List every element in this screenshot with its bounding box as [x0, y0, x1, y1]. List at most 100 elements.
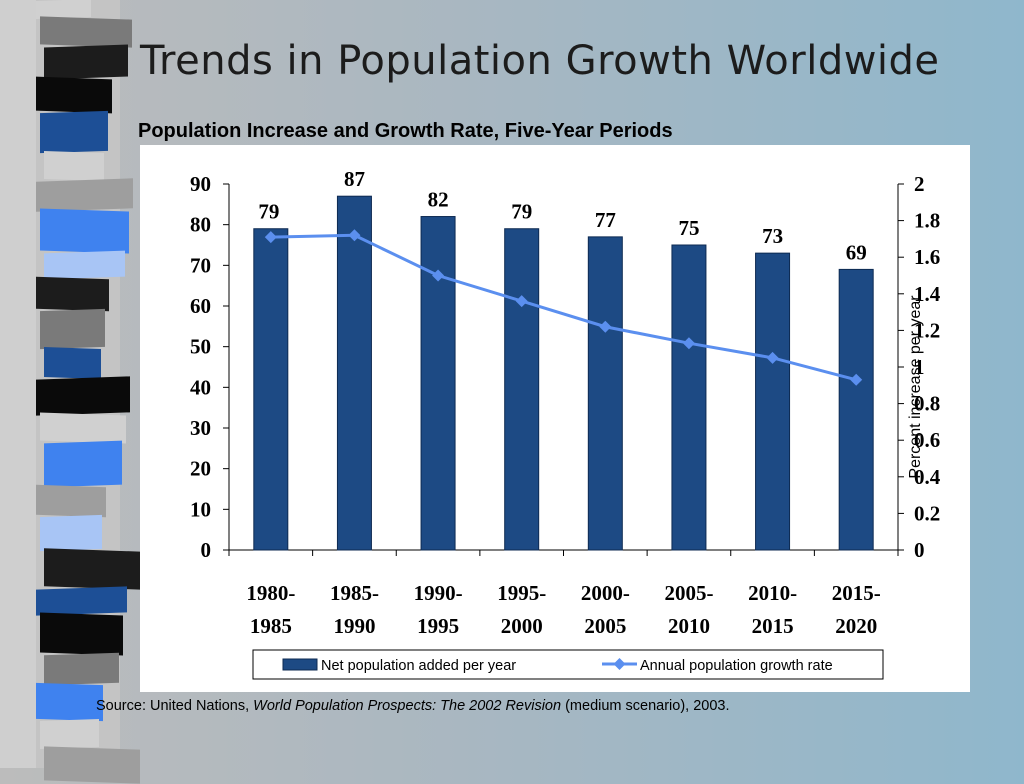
- combo-chart: 0 10 20 30 40 50 60 70 80 90 0 0.2 0.4 0.6 0.8 1 1.2 1.4 1…: [190, 167, 941, 680]
- strip-band: [44, 440, 122, 488]
- y-tick-left-label: 20: [190, 457, 211, 481]
- y-tick-right-label: 2: [914, 172, 925, 196]
- strip-band: [44, 44, 128, 80]
- strip-band: [36, 276, 109, 312]
- y-tick-left-label: 40: [190, 375, 211, 399]
- line-point: [766, 351, 779, 364]
- x-tick-label-line2: 2020: [835, 614, 877, 638]
- y-tick-right-label: 1.8: [914, 209, 940, 233]
- x-tick-label-line1: 1980-: [246, 581, 295, 605]
- y-tick-right-label: 1: [914, 355, 925, 379]
- slide-title: Trends in Population Growth Worldwide: [140, 38, 940, 84]
- strip-band: [40, 612, 123, 656]
- bar-data-label: 87: [344, 167, 365, 191]
- bar: [587, 236, 623, 551]
- y-tick-left-label: 70: [190, 253, 211, 277]
- line-point: [682, 337, 695, 350]
- bar-data-label: 82: [428, 188, 449, 212]
- strip-band: [40, 514, 102, 552]
- bar-data-label: 75: [678, 216, 699, 240]
- y-tick-right-label: 0: [914, 538, 925, 562]
- x-tick-label-line2: 2015: [752, 614, 794, 638]
- strip-band: [40, 16, 132, 48]
- x-tick-label-line1: 2000-: [581, 581, 630, 605]
- line-point: [515, 295, 528, 308]
- y-tick-left-label: 60: [190, 294, 211, 318]
- strip-band: [36, 178, 133, 212]
- bar: [755, 252, 791, 551]
- y-tick-left-label: 90: [190, 172, 211, 196]
- strip-band: [40, 718, 99, 750]
- line-point: [599, 320, 612, 333]
- bar-data-label: 77: [595, 208, 616, 232]
- legend-line-marker: [613, 658, 626, 670]
- bar-data-label: 79: [511, 200, 532, 224]
- x-tick-label-line1: 2005-: [664, 581, 713, 605]
- strip-band: [44, 548, 143, 590]
- strip-band: [44, 150, 104, 182]
- x-tick-label-line2: 2010: [668, 614, 710, 638]
- strip-band: [40, 208, 129, 254]
- strip-band: [44, 250, 125, 280]
- legend-line-label: Annual population growth rate: [640, 658, 833, 674]
- chart-heading: Population Increase and Growth Rate, Fiv…: [138, 120, 673, 142]
- bar: [336, 195, 372, 551]
- y-axis-right-title: Percent increase per year: [907, 295, 924, 479]
- y-tick-left-label: 0: [201, 538, 212, 562]
- bar: [420, 216, 456, 551]
- bar: [671, 244, 707, 551]
- legend-bar-label: Net population added per year: [321, 658, 516, 674]
- source-prefix: Source: United Nations,: [96, 698, 254, 714]
- bar-data-label: 79: [258, 200, 279, 224]
- x-tick-label-line1: 1990-: [414, 581, 463, 605]
- y-tick-right-label: 1.6: [914, 245, 940, 269]
- y-tick-left-label: 10: [190, 497, 211, 521]
- strip-band: [40, 412, 126, 444]
- strip-band: [36, 682, 103, 722]
- source-publication: World Population Prospects: The 2002 Rev…: [253, 698, 562, 714]
- x-tick-label-line2: 1985: [250, 614, 292, 638]
- y-tick-left-label: 30: [190, 416, 211, 440]
- strip-band: [36, 376, 130, 416]
- growth-rate-line: [270, 233, 857, 382]
- x-tick-label-line2: 2000: [501, 614, 543, 638]
- line-point: [348, 229, 361, 242]
- y-tick-right-label: 0.2: [914, 501, 940, 525]
- source-suffix: (medium scenario), 2003.: [561, 698, 730, 714]
- strip-band: [44, 347, 101, 379]
- strip-band: [36, 484, 106, 518]
- x-tick-label-line1: 1985-: [330, 581, 379, 605]
- y-tick-right-label: 0.8: [914, 392, 940, 416]
- bar-data-label: 73: [762, 224, 783, 248]
- strip-band: [40, 308, 105, 350]
- strip-band: [36, 76, 112, 114]
- x-tick-label-line2: 2005: [584, 614, 626, 638]
- legend-box: [252, 649, 884, 680]
- y-tick-left-label: 50: [190, 335, 211, 359]
- bar: [253, 228, 289, 551]
- y-tick-right-label: 1.2: [914, 318, 940, 342]
- line-point: [264, 231, 277, 244]
- x-tick-label-line1: 1995-: [497, 581, 546, 605]
- strip-band: [44, 652, 119, 686]
- strip-band: [44, 746, 140, 784]
- bar: [838, 268, 874, 551]
- y-tick-left-label: 80: [190, 213, 211, 237]
- chart-panel: 0 10 20 30 40 50 60 70 80 90 0 0.2 0.4 0.6 0.8 1 1.2 1.4 1…: [140, 145, 970, 692]
- strip-band: [36, 586, 127, 616]
- y-tick-right-label: 0.6: [914, 428, 940, 452]
- line-point: [432, 269, 445, 282]
- x-tick-label-line2: 1995: [417, 614, 459, 638]
- line-point: [850, 373, 863, 386]
- strip-band: [40, 110, 108, 154]
- y-tick-right-label: 1.4: [914, 282, 941, 306]
- legend-bar-swatch: [282, 658, 318, 671]
- x-tick-label-line1: 2015-: [832, 581, 881, 605]
- source-citation: Source: United Nations, World Population…: [96, 698, 730, 714]
- bar: [504, 228, 540, 551]
- bar-data-label: 69: [846, 240, 867, 264]
- y-tick-right-label: 0.4: [914, 465, 941, 489]
- x-tick-label-line1: 2010-: [748, 581, 797, 605]
- decorative-left-strip: [0, 0, 143, 784]
- x-tick-label-line2: 1990: [333, 614, 375, 638]
